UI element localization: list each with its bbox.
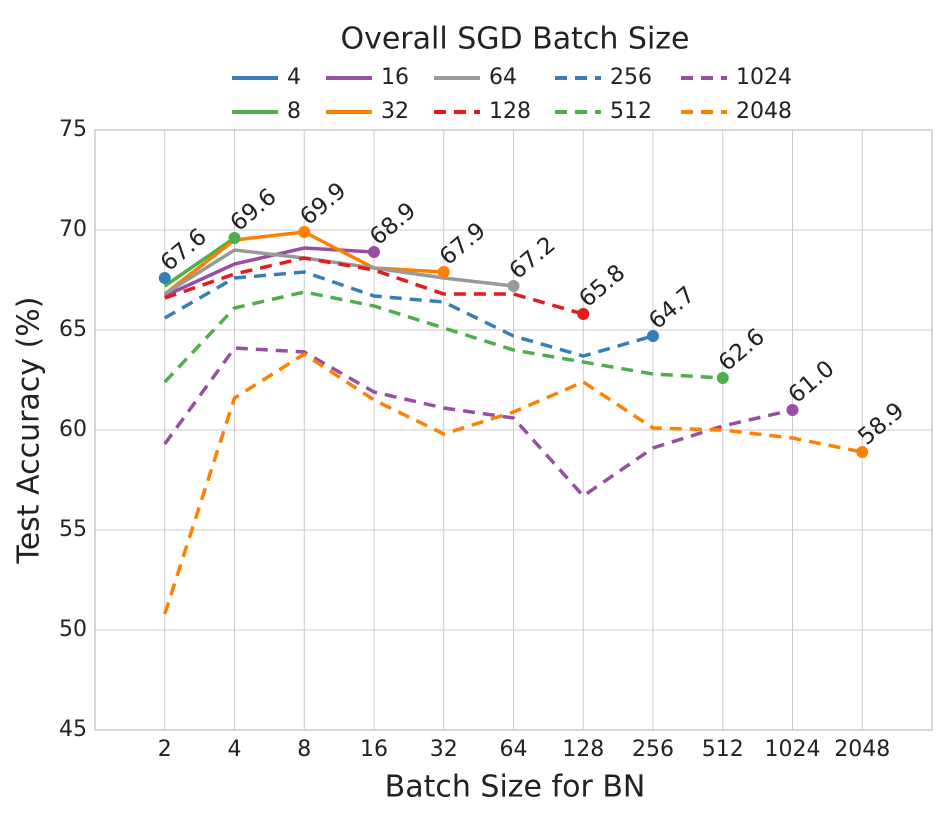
x-tick-label: 128 [562,737,604,762]
legend-label: 4 [287,65,301,90]
end-marker [856,446,869,458]
x-tick-label: 32 [430,737,458,762]
legend-label: 8 [287,99,301,124]
legend-label: 256 [610,65,652,90]
y-tick-label: 55 [59,517,87,542]
x-tick-label: 64 [500,737,528,762]
y-tick-label: 50 [59,617,87,642]
end-marker [228,232,241,244]
legend-label: 512 [610,99,652,124]
end-marker [298,226,311,238]
x-tick-label: 2 [158,737,172,762]
legend-label: 128 [489,99,531,124]
x-tick-label: 16 [360,737,388,762]
y-tick-label: 45 [59,717,87,742]
y-tick-label: 60 [59,417,87,442]
legend-label: 1024 [736,65,792,90]
legend-label: 2048 [736,99,792,124]
end-marker [786,404,799,416]
end-marker [368,246,380,258]
x-tick-label: 2048 [834,737,890,762]
end-marker [577,308,590,320]
end-marker [158,272,171,284]
end-marker [437,266,450,278]
end-marker [507,280,520,292]
series-line [163,236,236,288]
legend-title: Overall SGD Batch Size [340,22,689,57]
end-marker [647,330,659,342]
x-axis-label: Batch Size for BN [385,770,646,805]
y-axis-label: Test Accuracy (%) [12,296,47,564]
series-line [163,351,863,615]
y-tick-label: 70 [59,217,87,242]
legend-label: 32 [381,99,409,124]
x-tick-label: 8 [297,737,311,762]
legend-label: 16 [381,65,409,90]
y-tick-label: 65 [59,317,87,342]
legend-label: 64 [489,65,517,90]
x-tick-label: 4 [228,737,242,762]
plot-frame [94,129,933,731]
x-tick-label: 1024 [765,737,821,762]
y-tick-label: 75 [59,117,87,142]
x-tick-label: 512 [702,737,744,762]
end-marker [716,372,729,384]
series-line [163,290,723,384]
x-tick-label: 256 [632,737,674,762]
